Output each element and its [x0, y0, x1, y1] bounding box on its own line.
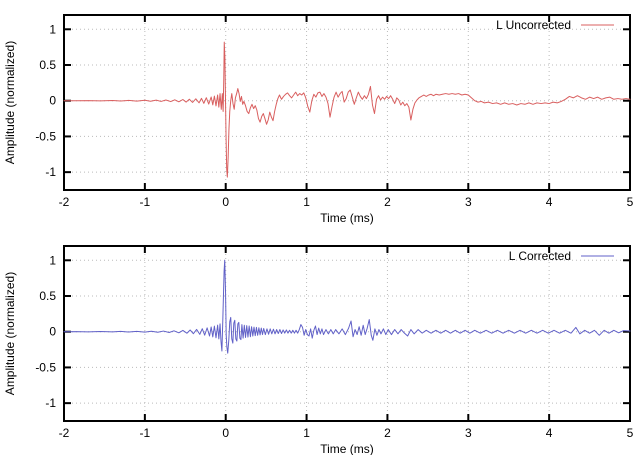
x-tick-label: 1	[303, 426, 310, 440]
y-tick-label: 0	[49, 94, 56, 108]
legend-label: L Corrected	[509, 249, 571, 263]
plot-border	[63, 14, 631, 191]
x-tick-label: -2	[59, 426, 70, 440]
corrected-plot: -2 -1 0 1 2 3 4 5 1 0.5 0 -0.5 -1 Time (ms) Amplitude …	[3, 245, 634, 455]
y-axis-label: Amplitude (normalized)	[3, 272, 17, 395]
y-tick-label: 0.5	[39, 289, 56, 303]
y-tick-label: 0	[49, 325, 56, 339]
corrected-series-line	[63, 259, 631, 354]
x-tick-label: 4	[546, 195, 553, 209]
x-axis-label: Time (ms)	[320, 211, 374, 225]
x-tick-label: -1	[140, 195, 151, 209]
uncorrected-plot: -2 -1 0 1 2 3 4 5 1 0.5 0 -0.5 -1 Time (ms) Amplitude …	[3, 14, 634, 225]
y-tick-label: -0.5	[35, 360, 56, 374]
x-tick-label: 5	[627, 426, 634, 440]
corrected-chart: -2 -1 0 1 2 3 4 5 1 0.5 0 -0.5 -1 Time (ms) Amplitude …	[0, 233, 639, 455]
uncorrected-series-line	[63, 41, 631, 178]
x-axis-label: Time (ms)	[320, 442, 374, 455]
x-tick-label: 3	[465, 195, 472, 209]
y-tick-label: 1	[49, 253, 56, 267]
x-tick-label: 0	[222, 195, 229, 209]
x-tick-label: -1	[140, 426, 151, 440]
x-tick-label: 2	[384, 195, 391, 209]
x-tick-label: 2	[384, 426, 391, 440]
x-tick-label: 5	[627, 195, 634, 209]
y-tick-label: 0.5	[39, 58, 56, 72]
x-tick-label: -2	[59, 195, 70, 209]
x-tick-label: 0	[222, 426, 229, 440]
y-axis-label: Amplitude (normalized)	[3, 41, 17, 164]
legend-label: L Uncorrected	[496, 18, 571, 32]
plot-border	[63, 245, 631, 422]
x-tick-label: 4	[546, 426, 553, 440]
y-tick-label: -1	[45, 396, 56, 410]
y-tick-label: -1	[45, 165, 56, 179]
y-tick-label: -0.5	[35, 129, 56, 143]
uncorrected-chart: -2 -1 0 1 2 3 4 5 1 0.5 0 -0.5 -1 Time (ms) Amplitude …	[3, 14, 634, 225]
x-tick-label: 1	[303, 195, 310, 209]
x-tick-label: 3	[465, 426, 472, 440]
y-tick-label: 1	[49, 22, 56, 36]
